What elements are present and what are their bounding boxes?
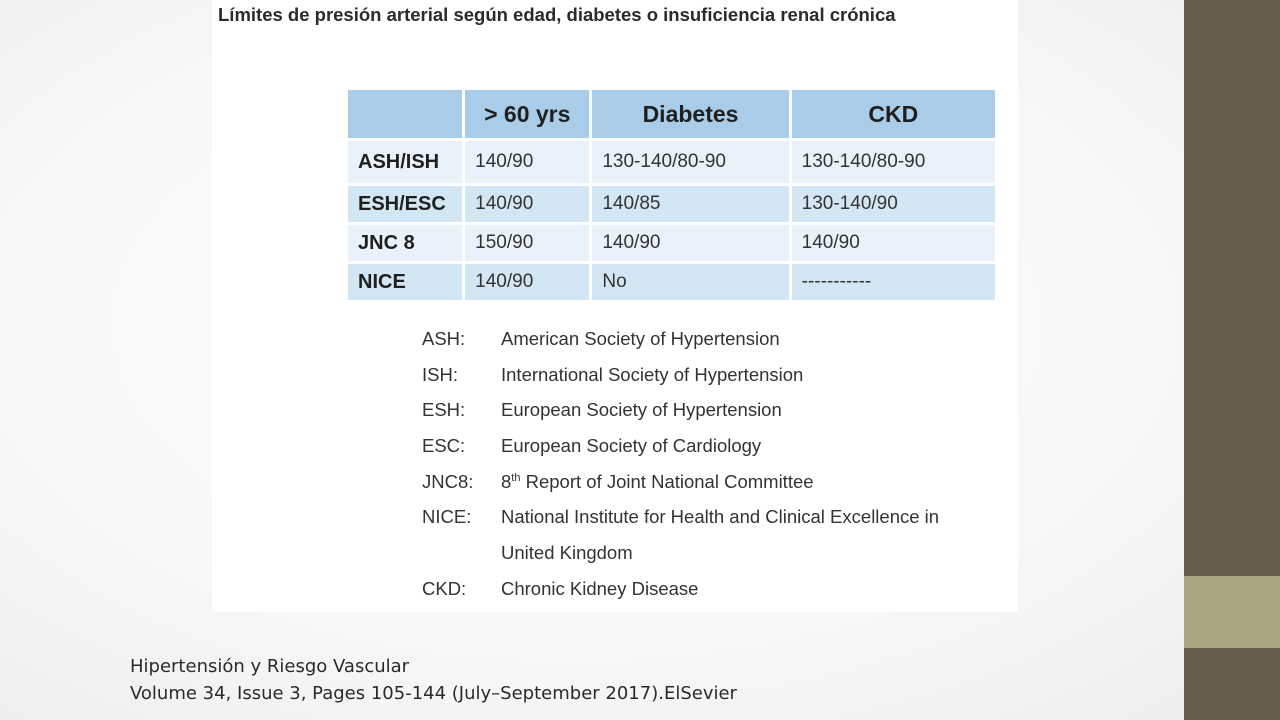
table-cell: No <box>592 264 789 303</box>
header-cell-diabetes: Diabetes <box>592 90 789 141</box>
citation-details: Volume 34, Issue 3, Pages 105-144 (July–… <box>130 683 737 704</box>
table-row: JNC 8 150/90 140/90 140/90 <box>348 225 995 264</box>
legend-desc-number: 8 <box>501 470 512 492</box>
legend-desc-ordinal: th <box>511 471 521 484</box>
legend-abbr: ISH: <box>422 363 458 385</box>
table-cell: 140/90 <box>465 141 590 186</box>
legend-abbr: ASH: <box>422 328 466 349</box>
legend-desc: International Society of Hypertension <box>501 363 804 385</box>
sidebar-accent-light <box>1184 576 1280 648</box>
table-cell: 140/90 <box>465 264 590 303</box>
table-cell: 140/90 <box>791 225 995 264</box>
legend-abbr: JNC8: <box>422 470 474 492</box>
table-row: ASH/ISH 140/90 130-140/80-90 130-140/80-… <box>348 141 995 186</box>
row-label: NICE <box>348 264 463 303</box>
legend-abbr: ESC: <box>422 435 466 457</box>
header-cell-ckd: CKD <box>791 90 995 141</box>
legend-desc: United Kingdom <box>501 542 633 564</box>
table-cell: ----------- <box>791 264 995 303</box>
legend-desc-text: Report of Joint National Committee <box>520 470 814 492</box>
legend-abbr: ESH: <box>422 399 466 421</box>
legend-abbr: NICE: <box>422 506 472 528</box>
blood-pressure-table: > 60 yrs Diabetes CKD ASH/ISH 140/90 130… <box>345 90 998 303</box>
figure-title: Límites de presión arterial según edad, … <box>218 4 896 25</box>
table-row: ESH/ESC 140/90 140/85 130-140/90 <box>348 186 995 225</box>
row-label: JNC 8 <box>348 225 463 264</box>
legend-desc: 8th Report of Joint National Committee <box>501 464 814 500</box>
table-cell: 140/90 <box>592 225 789 264</box>
table-cell: 150/90 <box>465 225 590 264</box>
citation-journal: Hipertensión y Riesgo Vascular <box>130 656 410 677</box>
sidebar-accent-dark-bottom <box>1184 648 1280 720</box>
table-cell: 140/85 <box>592 186 789 225</box>
table-cell: 130-140/90 <box>791 186 995 225</box>
header-cell-empty <box>348 90 463 141</box>
sidebar-accent-dark <box>1184 0 1280 576</box>
legend-desc: European Society of Cardiology <box>501 435 762 457</box>
legend-abbr: CKD: <box>422 577 467 599</box>
table-cell: 130-140/80-90 <box>592 141 789 186</box>
legend-desc: American Society of Hypertension <box>501 328 780 349</box>
table-row: NICE 140/90 No ----------- <box>348 264 995 303</box>
legend-desc: National Institute for Health and Clinic… <box>501 506 940 528</box>
row-label: ESH/ESC <box>348 186 463 225</box>
source-citation: Hipertensión y Riesgo Vascular Volume 34… <box>130 653 737 707</box>
legend-desc: European Society of Hypertension <box>501 399 782 421</box>
row-label: ASH/ISH <box>348 141 463 186</box>
table-header-row: > 60 yrs Diabetes CKD <box>348 90 995 141</box>
header-cell-over-60: > 60 yrs <box>465 90 590 141</box>
table-cell: 140/90 <box>465 186 590 225</box>
table-cell: 130-140/80-90 <box>791 141 995 186</box>
legend-desc: Chronic Kidney Disease <box>501 577 699 599</box>
